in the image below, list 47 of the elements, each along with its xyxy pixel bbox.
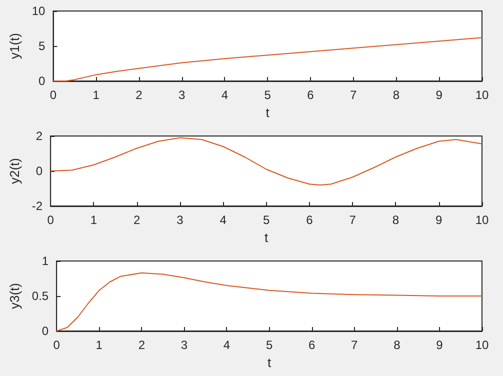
x-tick-label: 3 xyxy=(178,88,186,102)
x-tick-label: 8 xyxy=(394,338,401,352)
x-tick-label: 1 xyxy=(92,88,100,102)
x-tick-label: 4 xyxy=(221,88,228,102)
x-tick-label: 4 xyxy=(220,213,227,227)
line-series xyxy=(50,137,482,186)
x-tick-label: 3 xyxy=(180,338,188,352)
x-axis-title: t xyxy=(266,104,270,120)
x-tick-label: 6 xyxy=(308,338,316,352)
x-tick-label: 2 xyxy=(136,88,143,102)
x-tick-label: 3 xyxy=(176,213,184,227)
x-tick-label: 5 xyxy=(266,338,273,352)
x-tick-label: 4 xyxy=(223,338,230,352)
x-tick-label: 10 xyxy=(475,338,489,352)
y-tick-label: 0 xyxy=(38,74,46,88)
x-tick-label: 2 xyxy=(134,213,141,227)
x-tick-label: 9 xyxy=(436,213,443,227)
y-axis-title: y1(t) xyxy=(7,33,22,59)
x-tick-label: 2 xyxy=(138,338,146,352)
x-tick-label: 10 xyxy=(475,213,489,227)
x-tick-label: 9 xyxy=(436,338,444,352)
y-tick-label: 0.5 xyxy=(32,289,49,303)
y-tick-label: 1 xyxy=(42,254,49,268)
x-tick-label: 7 xyxy=(351,338,358,352)
x-tick-label: 1 xyxy=(90,213,98,227)
x-tick-label: 7 xyxy=(350,88,358,102)
x-tick-label: 6 xyxy=(306,213,314,227)
x-tick-label: 8 xyxy=(392,213,400,227)
y-tick-label: -2 xyxy=(32,199,43,213)
x-tick-label: 6 xyxy=(307,88,314,102)
x-tick-label: 9 xyxy=(436,88,443,102)
x-tick-label: 0 xyxy=(53,338,60,352)
x-tick-label: 5 xyxy=(264,88,272,102)
y-axis-title: y2(t) xyxy=(7,158,22,184)
y-tick-label: 10 xyxy=(32,4,46,18)
x-tick-label: 8 xyxy=(392,88,400,102)
x-tick-label: 1 xyxy=(96,338,103,352)
y-tick-label: 0 xyxy=(36,164,43,178)
x-axis-title: t xyxy=(264,230,268,245)
x-tick-label: 7 xyxy=(349,213,356,227)
x-tick-label: 10 xyxy=(475,88,489,102)
y-tick-label: 0 xyxy=(42,324,49,338)
x-tick-label: 5 xyxy=(262,213,270,227)
x-axis-title: t xyxy=(267,354,272,370)
y-axis-title: y3(t) xyxy=(7,283,22,309)
y-tick-label: 5 xyxy=(38,39,46,53)
y-tick-label: 2 xyxy=(36,129,43,143)
